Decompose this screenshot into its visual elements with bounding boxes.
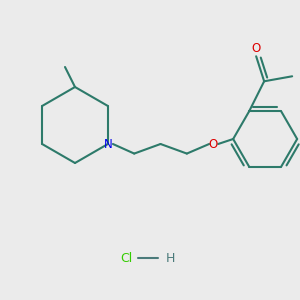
Text: O: O [208,137,218,151]
Text: N: N [103,137,112,151]
Text: H: H [165,251,175,265]
Text: O: O [251,42,261,55]
Text: Cl: Cl [120,251,132,265]
